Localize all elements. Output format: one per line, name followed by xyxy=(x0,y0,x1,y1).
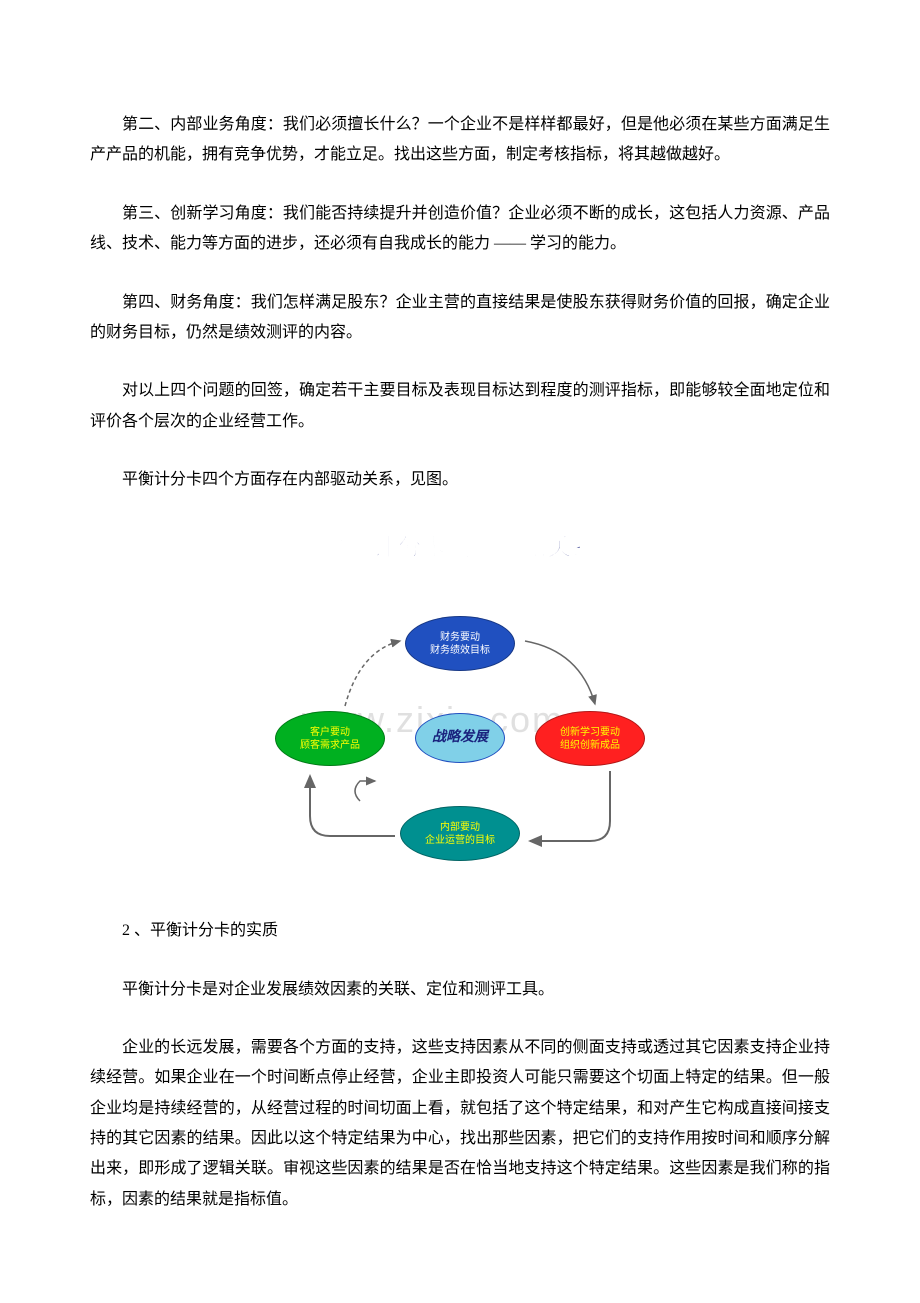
node-customer: 客户要动 顾客需求产品 xyxy=(275,711,385,766)
paragraph-summary: 对以上四个问题的回签，确定若干主要目标及表现目标达到程度的测评指标，即能够较全面… xyxy=(90,376,830,437)
node-strategy-label: 战略发展 xyxy=(432,729,488,747)
paragraph-financial: 第四、财务角度：我们怎样满足股东？企业主营的直接结果是使股东获得财务价值的回报，… xyxy=(90,288,830,349)
node-financial-line1: 财务要动 xyxy=(440,631,480,644)
node-innovation-line1: 创新学习要动 xyxy=(560,726,620,739)
node-internal-line2: 企业运营的目标 xyxy=(425,834,495,847)
paragraph-internal-business: 第二、内部业务角度：我们必须擅长什么？一个企业不是样样都最好，但是他必须在某些方… xyxy=(90,110,830,171)
node-innovation-line2: 组织创新成品 xyxy=(560,739,620,752)
paragraph-essence-detail: 企业的长远发展，需要各个方面的支持，这些支持因素从不同的侧面支持或透过其它因素支… xyxy=(90,1033,830,1215)
node-financial: 财务要动 财务绩效目标 xyxy=(405,616,515,671)
paragraph-innovation-learning: 第三、创新学习角度：我们能否持续提升并创造价值？企业必须不断的成长，这包括人力资… xyxy=(90,199,830,260)
node-strategy: 战略发展 xyxy=(415,713,505,763)
node-financial-line2: 财务绩效目标 xyxy=(430,644,490,657)
diagram-area: www.zixin.com.cn 财务要动 财务绩效目标 客户要动 顾客 xyxy=(230,596,690,876)
diagram-title: 平衡计分卡内部驱动关系 xyxy=(210,526,710,572)
node-innovation: 创新学习要动 组织创新成品 xyxy=(535,711,645,766)
paragraph-essence-intro: 平衡计分卡是对企业发展绩效因素的关联、定位和测评工具。 xyxy=(90,975,830,1005)
node-internal-line1: 内部要动 xyxy=(440,821,480,834)
paragraph-figure-ref: 平衡计分卡四个方面存在内部驱动关系，见图。 xyxy=(90,465,830,495)
node-customer-line2: 顾客需求产品 xyxy=(300,739,360,752)
node-internal: 内部要动 企业运营的目标 xyxy=(400,806,520,861)
diagram-container: 平衡计分卡内部驱动关系 www.zixin.com.cn 财务要动 财务绩效目标 xyxy=(210,526,710,877)
node-customer-line1: 客户要动 xyxy=(310,726,350,739)
section-heading-essence: 2 、平衡计分卡的实质 xyxy=(90,916,830,946)
